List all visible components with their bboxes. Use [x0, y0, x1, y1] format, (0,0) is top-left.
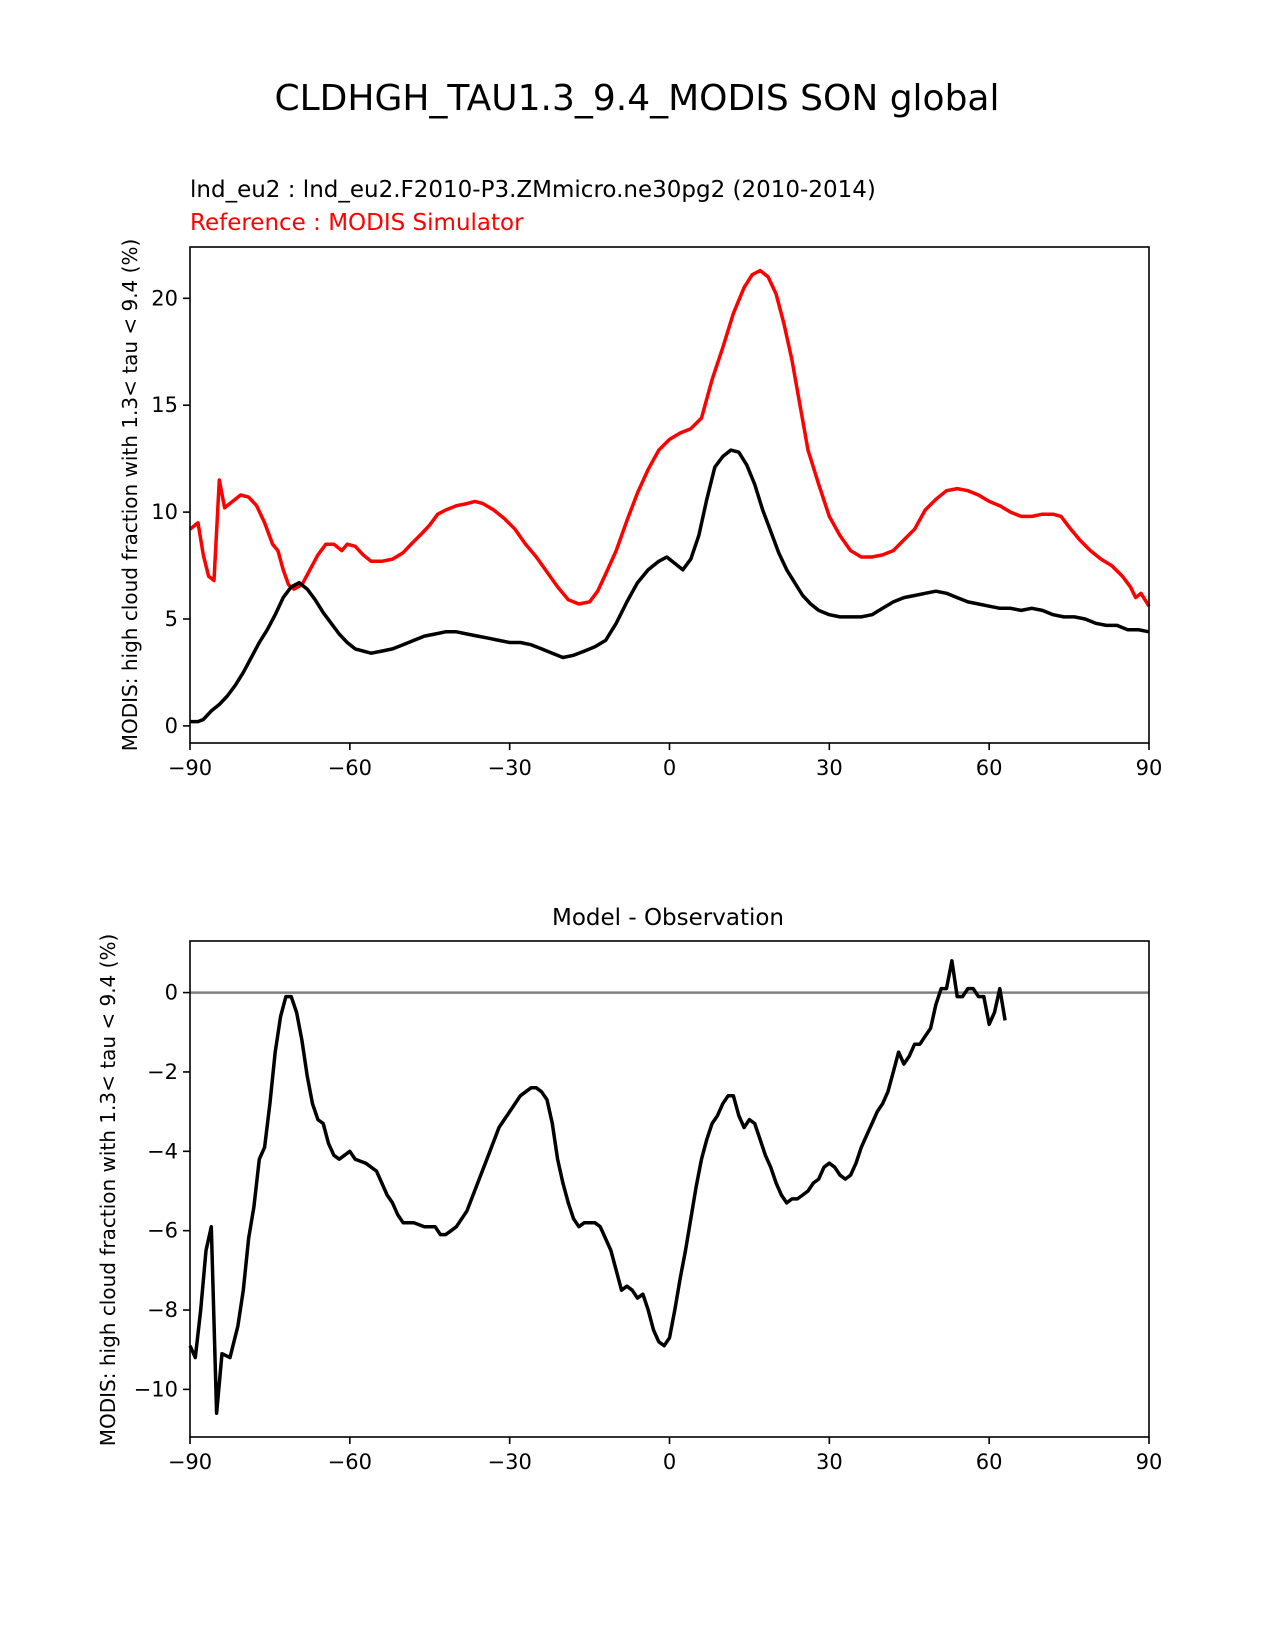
bottom-y-tick-label: −8 — [147, 1298, 178, 1322]
top-panel: lnd_eu2 : lnd_eu2.F2010-P3.ZMmicro.ne30p… — [118, 177, 1162, 780]
top-subtitle-reference: Reference : MODIS Simulator — [190, 210, 524, 236]
top-x-tick-label: −60 — [328, 756, 372, 780]
bottom-x-tick-label: 60 — [976, 1450, 1003, 1474]
top-x-tick-label: 90 — [1136, 756, 1163, 780]
bottom-x-tick-label: 90 — [1136, 1450, 1163, 1474]
top-y-tick-label: 0 — [165, 714, 178, 738]
top-series-line-0 — [188, 268, 1151, 608]
bottom-x-tick-label: −60 — [328, 1450, 372, 1474]
top-subtitle-test: lnd_eu2 : lnd_eu2.F2010-P3.ZMmicro.ne30p… — [190, 177, 876, 203]
figure-title: CLDHGH_TAU1.3_9.4_MODIS SON global — [274, 78, 999, 119]
bottom-title: Model - Observation — [552, 905, 784, 931]
top-y-tick-label: 5 — [165, 607, 178, 631]
bottom-y-tick-label: −4 — [147, 1139, 178, 1163]
bottom-y-axis-label: MODIS: high cloud fraction with 1.3< tau… — [96, 934, 120, 1446]
bottom-y-tick-label: −2 — [147, 1060, 178, 1084]
top-x-tick-label: −90 — [168, 756, 212, 780]
bottom-y-tick-label: −6 — [147, 1219, 178, 1243]
bottom-x-tick-label: 0 — [663, 1450, 676, 1474]
bottom-plot-area: −90 −60 −30 0 30 60 90 0 −2 −4 −6 −8 −10 — [134, 940, 1163, 1474]
top-y-tick-label: 15 — [151, 393, 178, 417]
top-y-axis-label: MODIS: high cloud fraction with 1.3< tau… — [118, 239, 142, 751]
top-y-tick-label: 20 — [151, 286, 178, 310]
bottom-x-tick-label: −30 — [488, 1450, 532, 1474]
top-x-tick-label: 0 — [663, 756, 676, 780]
top-plot-area: −90 −60 −30 0 30 60 90 0 5 10 15 20 — [151, 246, 1163, 780]
bottom-x-tick-label: 30 — [816, 1450, 843, 1474]
top-x-tick-label: 60 — [976, 756, 1003, 780]
top-series-line-1 — [190, 448, 1150, 724]
bottom-panel: Model - Observation MODIS: high cloud fr… — [96, 905, 1162, 1474]
bottom-y-tick-label: −10 — [134, 1377, 178, 1401]
bottom-y-tick-label: 0 — [165, 981, 178, 1005]
top-x-tick-label: −30 — [488, 756, 532, 780]
bottom-x-tick-label: −90 — [168, 1450, 212, 1474]
top-x-tick-label: 30 — [816, 756, 843, 780]
top-y-tick-label: 10 — [151, 500, 178, 524]
bottom-series-line-0 — [188, 959, 1007, 1415]
